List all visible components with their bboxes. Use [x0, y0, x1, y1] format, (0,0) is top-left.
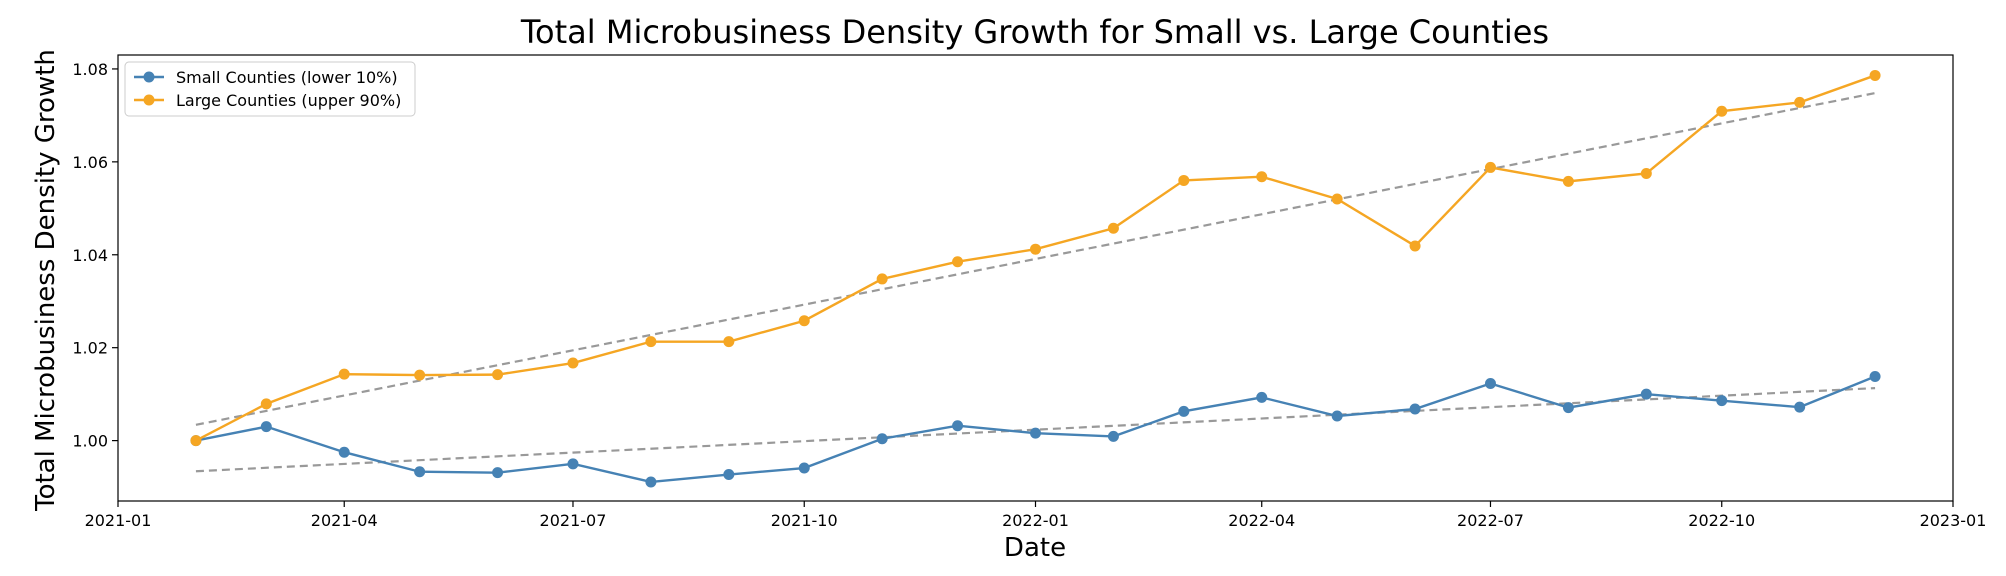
data-point-large [1794, 96, 1806, 108]
x-tick-label: 2022-07 [1457, 511, 1524, 530]
data-point-large [1409, 240, 1421, 252]
data-point-large [1716, 105, 1728, 117]
data-point-small [260, 421, 272, 433]
data-point-small [1178, 405, 1190, 417]
y-tick-label: 1.04 [72, 246, 108, 265]
data-point-small [1640, 388, 1652, 400]
data-point-small [1869, 370, 1881, 382]
data-point-small [952, 420, 964, 432]
x-axis: 2021-01 2021-04 2021-07 2021-10 2022-01 2022-… [85, 501, 1987, 530]
legend-marker-large [143, 94, 155, 106]
data-point-large [1484, 161, 1496, 173]
x-tick-label: 2023-01 [1920, 511, 1987, 530]
data-point-large [190, 435, 202, 447]
x-axis-label: Date [1004, 533, 1066, 563]
data-point-small [1409, 403, 1421, 415]
data-point-large [492, 369, 504, 381]
data-point-small [876, 433, 888, 445]
data-point-small [492, 467, 504, 479]
data-point-large [338, 368, 350, 380]
data-point-large [952, 256, 964, 268]
data-point-large [645, 336, 657, 348]
x-tick-label: 2021-01 [85, 511, 152, 530]
data-point-large [1256, 171, 1268, 183]
data-point-large [1107, 222, 1119, 234]
x-tick-label: 2021-07 [540, 511, 607, 530]
x-tick-label: 2021-10 [771, 511, 838, 530]
data-point-large [1030, 243, 1041, 255]
data-point-large [876, 273, 888, 285]
data-point-small [567, 458, 579, 470]
y-tick-label: 1.06 [72, 153, 108, 172]
data-point-small [798, 462, 810, 474]
legend-label-large: Large Counties (upper 90%) [176, 91, 401, 110]
data-point-large [723, 336, 735, 348]
y-tick-label: 1.00 [72, 432, 108, 451]
x-tick-label: 2022-10 [1688, 511, 1755, 530]
legend: Small Counties (lower 10%) Large Counties… [124, 61, 416, 117]
y-tick-label: 1.02 [72, 339, 108, 358]
data-point-large [414, 369, 426, 381]
data-point-small [1794, 401, 1806, 413]
data-point-large [260, 398, 272, 410]
legend-marker-small [143, 71, 155, 83]
data-point-large [567, 357, 579, 369]
data-point-small [1331, 410, 1343, 422]
data-point-large [798, 315, 810, 327]
x-tick-label: 2022-01 [1002, 511, 1069, 530]
legend-box [124, 61, 416, 117]
data-point-large [1331, 193, 1343, 205]
chart-title: Total Microbusiness Density Growth for S… [520, 13, 1549, 51]
data-point-small [1107, 430, 1119, 442]
data-point-small [338, 446, 350, 458]
data-point-small [1484, 377, 1496, 389]
data-point-small [1256, 391, 1268, 403]
trend-line-small [195, 387, 1876, 473]
y-tick-label: 1.08 [72, 60, 108, 79]
x-tick-label: 2021-04 [311, 511, 378, 530]
data-point-large [1869, 69, 1881, 81]
data-point-large [1562, 175, 1574, 187]
data-point-small [645, 476, 657, 488]
plot-area [190, 69, 1881, 488]
data-point-small [1716, 395, 1728, 407]
data-point-large [1178, 174, 1190, 186]
legend-label-small: Small Counties (lower 10%) [176, 68, 398, 87]
data-point-small [723, 469, 735, 481]
y-axis-label: Total Microbusiness Density Growth [31, 49, 61, 512]
x-tick-label: 2022-04 [1228, 511, 1295, 530]
data-point-small [414, 466, 426, 478]
data-point-small [1030, 427, 1041, 439]
data-point-large [1640, 167, 1652, 179]
data-point-small [1562, 402, 1574, 414]
series-line-large [195, 74, 1876, 442]
y-axis: 1.00 1.02 1.04 1.06 1.08 [72, 60, 118, 451]
